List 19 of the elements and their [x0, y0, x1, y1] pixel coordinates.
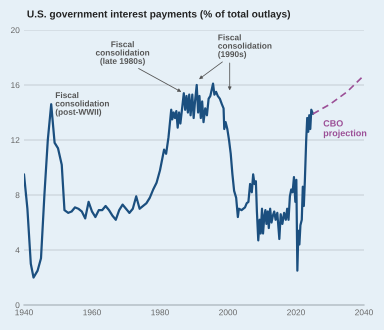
x-tick-label: 1980 [151, 309, 169, 316]
line-series [24, 82, 314, 279]
y-tick-label: 12 [11, 137, 20, 144]
y-tick-label: 4 [15, 247, 20, 254]
line-series [312, 74, 364, 115]
y-tick-label: 16 [11, 82, 20, 88]
annotation: Fiscal consolidation (post-WWII) [56, 92, 109, 117]
x-tick-label: 1940 [15, 309, 33, 316]
x-tick-label: 2000 [219, 309, 237, 316]
y-tick-label: 8 [16, 192, 20, 198]
chart-title: U.S. government interest payments (% of total outlays) [27, 10, 290, 20]
annotation: Fiscal consolidation (1990s) [218, 34, 272, 59]
x-tick-label: 2020 [287, 309, 305, 316]
x-tick-label: 1960 [83, 309, 101, 316]
annotation: Fiscal consolidation (late 1980s) [96, 41, 150, 66]
x-tick-label: 2040 [355, 309, 373, 316]
y-tick-label: 20 [10, 27, 20, 34]
series-label: CBO projection [324, 120, 366, 138]
y-tick-label: 0 [16, 302, 20, 308]
